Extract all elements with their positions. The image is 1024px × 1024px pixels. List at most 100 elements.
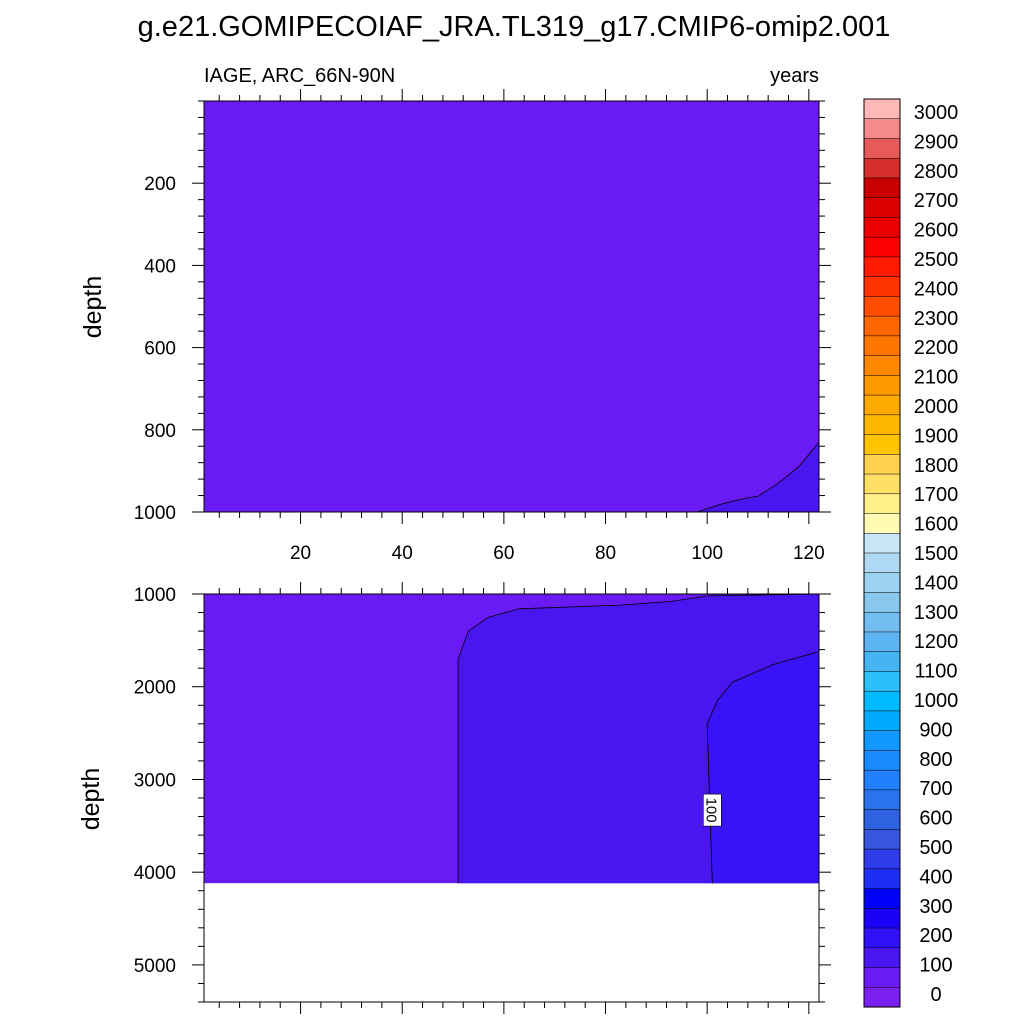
colorbar-swatch bbox=[863, 552, 901, 574]
colorbar-swatch bbox=[863, 375, 901, 396]
colorbar-swatch bbox=[863, 98, 901, 120]
colorbar-swatch bbox=[863, 730, 901, 751]
colorbar-swatch bbox=[863, 414, 901, 436]
colorbar-swatch bbox=[863, 177, 901, 199]
bottom-panel-contour-label-100: 100 bbox=[702, 793, 722, 827]
colorbar-swatch bbox=[863, 217, 901, 238]
colorbar-swatch bbox=[863, 118, 901, 140]
chart-subtitle-units: years bbox=[770, 65, 819, 87]
colorbar-label: 400 bbox=[919, 866, 952, 888]
colorbar-label: 2700 bbox=[914, 190, 959, 212]
colorbar-label: 0 bbox=[930, 984, 941, 1006]
top-panel-x-tick-label: 20 bbox=[290, 543, 311, 564]
colorbar-label: 700 bbox=[919, 778, 952, 800]
colorbar-swatch bbox=[863, 157, 901, 179]
colorbar-swatch bbox=[863, 533, 901, 554]
colorbar-swatch bbox=[863, 809, 901, 830]
bottom-panel-y-tick-label: 4000 bbox=[134, 863, 176, 884]
colorbar-label: 500 bbox=[919, 837, 952, 859]
top-panel-x-tick-label: 120 bbox=[793, 543, 825, 564]
bottom-panel-y-axis-label: depth bbox=[77, 768, 105, 831]
bottom-panel: 100 1000 2000 3000 4000 5000 bbox=[134, 582, 831, 1014]
bottom-panel-y-tick-label: 5000 bbox=[134, 956, 176, 977]
colorbar-swatch bbox=[863, 848, 901, 870]
top-panel-x-tick-label: 80 bbox=[595, 543, 616, 564]
colorbar-label: 1700 bbox=[914, 484, 959, 506]
colorbar-swatch bbox=[863, 434, 901, 455]
colorbar-swatch bbox=[863, 296, 901, 317]
colorbar-swatch bbox=[863, 631, 901, 653]
colorbar-label: 2300 bbox=[914, 308, 959, 330]
colorbar-label: 2000 bbox=[914, 396, 959, 418]
bottom-panel-y-tick-label: 1000 bbox=[134, 585, 176, 606]
colorbar-swatch bbox=[863, 315, 901, 337]
top-panel-contour-50 bbox=[696, 441, 820, 513]
colorbar-label: 900 bbox=[919, 719, 952, 741]
colorbar-label: 1800 bbox=[914, 455, 959, 477]
colorbar-label: 3000 bbox=[914, 102, 959, 124]
colorbar-swatch bbox=[863, 454, 901, 475]
colorbar-swatch bbox=[863, 276, 901, 297]
colorbar-label: 1000 bbox=[914, 690, 959, 712]
colorbar-swatch bbox=[863, 355, 901, 376]
bottom-panel-contour-label-text: 100 bbox=[702, 798, 719, 823]
bottom-panel-y-tick-label: 3000 bbox=[134, 770, 176, 791]
colorbar-label: 1400 bbox=[914, 572, 959, 594]
chart-subtitle-left: IAGE, ARC_66N-90N bbox=[204, 65, 395, 87]
bottom-panel-contour-50 bbox=[457, 593, 820, 884]
bottom-panel-field-100 bbox=[707, 651, 819, 884]
bottom-panel-contour-label-box bbox=[702, 793, 722, 827]
colorbar-swatch bbox=[863, 671, 901, 692]
colorbar-label: 2500 bbox=[914, 249, 959, 271]
colorbar-swatch bbox=[863, 138, 901, 159]
colorbar-swatch bbox=[863, 611, 901, 633]
colorbar: 3000290028002700260025002400230022002100… bbox=[863, 98, 959, 1008]
top-panel-x-tick-label: 100 bbox=[691, 543, 723, 564]
colorbar-label: 600 bbox=[919, 808, 952, 830]
colorbar-label: 300 bbox=[919, 896, 952, 918]
top-panel-y-tick-label: 600 bbox=[144, 339, 176, 360]
colorbar-swatch bbox=[863, 394, 901, 416]
colorbar-swatch bbox=[863, 710, 901, 732]
colorbar-swatch bbox=[863, 868, 901, 890]
top-panel-y-tick-label: 200 bbox=[144, 174, 176, 195]
colorbar-swatch bbox=[863, 493, 901, 515]
colorbar-label: 2900 bbox=[914, 131, 959, 153]
top-panel-x-tick-label: 60 bbox=[493, 543, 514, 564]
colorbar-swatch bbox=[863, 473, 901, 495]
colorbar-swatch bbox=[863, 513, 901, 534]
colorbar-swatch bbox=[863, 197, 901, 218]
colorbar-label: 200 bbox=[919, 925, 952, 947]
chart-title: g.e21.GOMIPECOIAF_JRA.TL319_g17.CMIP6-om… bbox=[138, 11, 891, 43]
colorbar-swatch bbox=[863, 908, 901, 929]
colorbar-swatch bbox=[863, 335, 901, 357]
top-panel-field-50 bbox=[697, 442, 819, 512]
top-panel-y-tick-label: 800 bbox=[144, 421, 176, 442]
colorbar-swatch bbox=[863, 256, 901, 278]
colorbar-label: 1200 bbox=[914, 631, 959, 653]
top-panel-frame bbox=[203, 100, 820, 513]
colorbar-label: 2100 bbox=[914, 367, 959, 389]
bottom-panel-y-tick-label: 2000 bbox=[134, 678, 176, 699]
colorbar-frame bbox=[863, 98, 901, 1008]
colorbar-swatch bbox=[863, 927, 901, 949]
top-panel-y-axis-label: depth bbox=[79, 276, 107, 339]
colorbar-label: 1300 bbox=[914, 602, 959, 624]
top-panel-y-tick-label: 400 bbox=[144, 256, 176, 277]
colorbar-label: 2600 bbox=[914, 220, 959, 242]
colorbar-label: 2200 bbox=[914, 337, 959, 359]
colorbar-swatch bbox=[863, 750, 901, 771]
colorbar-swatch bbox=[863, 651, 901, 672]
colorbar-swatch bbox=[863, 829, 901, 850]
colorbar-swatch bbox=[863, 888, 901, 909]
colorbar-label: 1600 bbox=[914, 514, 959, 536]
colorbar-swatch bbox=[863, 769, 901, 791]
colorbar-label: 100 bbox=[919, 955, 952, 977]
colorbar-swatch bbox=[863, 572, 901, 594]
colorbar-swatch bbox=[863, 987, 901, 1008]
colorbar-swatch bbox=[863, 967, 901, 988]
bottom-panel-contour-100 bbox=[706, 651, 820, 884]
colorbar-label: 1900 bbox=[914, 425, 959, 447]
colorbar-swatch bbox=[863, 789, 901, 811]
